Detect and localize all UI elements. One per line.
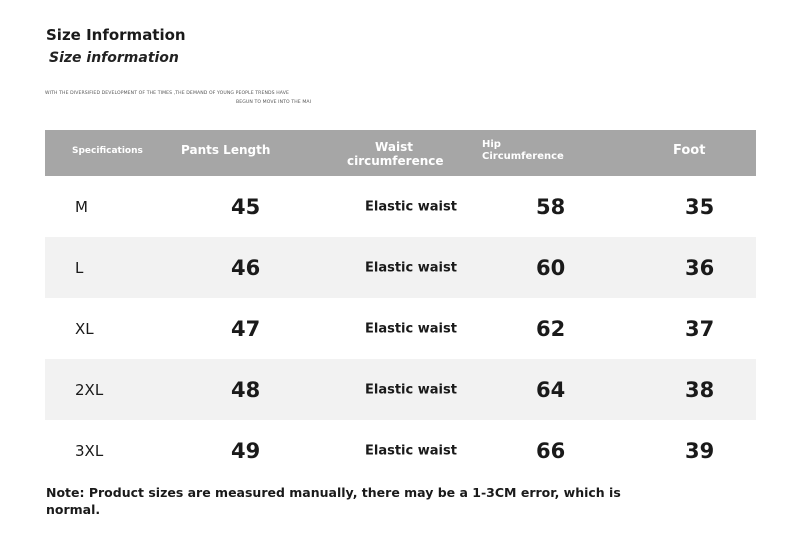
size-title: Size Information: [46, 26, 186, 44]
header-pants-length: Pants Length: [181, 143, 271, 157]
cell-size: XL: [75, 319, 94, 338]
table-row: XL 47 Elastic waist 62 37: [45, 298, 756, 359]
cell-waist: Elastic waist: [365, 260, 457, 275]
table-row: 3XL 49 Elastic waist 66 39: [45, 420, 756, 481]
header-hip-circumference: Hip Circumference: [482, 139, 564, 162]
cell-pants-length: 47: [231, 316, 261, 341]
header-waist-circumference: Waist circumference: [347, 140, 444, 168]
cell-waist: Elastic waist: [365, 382, 457, 397]
cell-foot: 37: [685, 316, 715, 341]
cell-foot: 35: [685, 194, 715, 219]
table-row: M 45 Elastic waist 58 35: [45, 176, 756, 237]
cell-waist: Elastic waist: [365, 199, 457, 214]
cell-pants-length: 45: [231, 194, 261, 219]
cell-foot: 36: [685, 255, 715, 280]
cell-pants-length: 49: [231, 438, 261, 463]
cell-hip: 60: [536, 255, 566, 280]
header-foot: Foot: [673, 143, 706, 158]
table-row: L 46 Elastic waist 60 36: [45, 237, 756, 298]
cell-foot: 38: [685, 377, 715, 402]
cell-hip: 58: [536, 194, 566, 219]
cell-hip: 66: [536, 438, 566, 463]
cell-hip: 64: [536, 377, 566, 402]
cell-pants-length: 46: [231, 255, 261, 280]
cell-pants-length: 48: [231, 377, 261, 402]
cell-size: M: [75, 197, 88, 216]
size-table: Specifications Pants Length Waist circum…: [45, 130, 756, 481]
cell-size: L: [75, 258, 84, 277]
cell-waist: Elastic waist: [365, 321, 457, 336]
cell-size: 3XL: [75, 441, 104, 460]
cell-waist: Elastic waist: [365, 443, 457, 458]
table-row: 2XL 48 Elastic waist 64 38: [45, 359, 756, 420]
fine-print-line-1: WITH THE DIVERSIFIED DEVELOPMENT OF THE …: [45, 91, 289, 96]
cell-hip: 62: [536, 316, 566, 341]
table-header: Specifications Pants Length Waist circum…: [45, 130, 756, 176]
cell-foot: 39: [685, 438, 715, 463]
header-specifications: Specifications: [72, 146, 143, 156]
cell-size: 2XL: [75, 380, 104, 399]
measurement-note: Note: Product sizes are measured manuall…: [46, 485, 621, 517]
fine-print-line-2: BEGUN TO MOVE INTO THE MAI: [236, 100, 312, 105]
size-subtitle: Size information: [49, 50, 179, 66]
